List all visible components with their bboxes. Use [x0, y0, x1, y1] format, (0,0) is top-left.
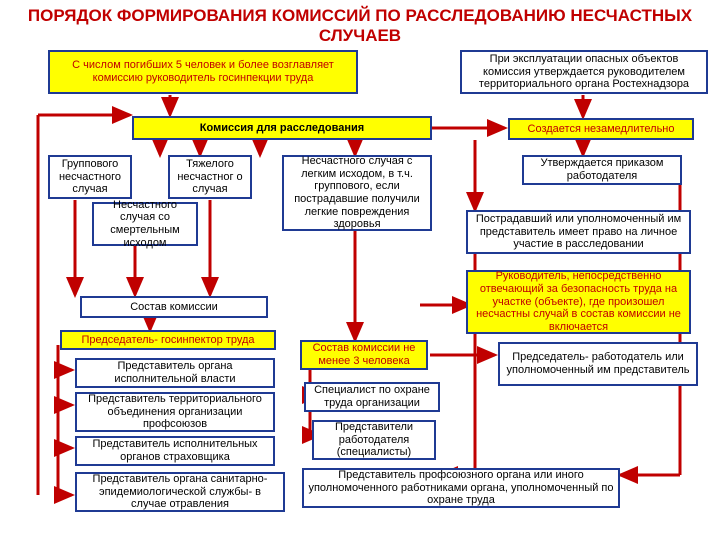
box-chair-inspector: Председатель- госинпектор труда [60, 330, 276, 350]
box-approved: Утверждается приказом работодателя [522, 155, 682, 185]
box-heavy: Тяжелого несчастног о случая [168, 155, 252, 199]
box-fatal: Несчастного случая со смертельным исходо… [92, 202, 198, 246]
box-victim: Пострадавший или уполномоченный им предс… [466, 210, 691, 254]
box-chair-employer: Председатель- работодатель или уполномоч… [498, 342, 698, 386]
box-exec-auth: Представитель органа исполнительной влас… [75, 358, 275, 388]
box-employer-reps: Представители работодателя (специалисты) [312, 420, 436, 460]
box-insurer: Представитель исполнительных органов стр… [75, 436, 275, 466]
box-min3: Состав комиссии не менее 3 человека [300, 340, 428, 370]
box-safety-spec: Специалист по охране труда организации [304, 382, 440, 412]
box-commission: Комиссия для расследования [132, 116, 432, 140]
box-unions: Представитель территориального объединен… [75, 392, 275, 432]
box-light: Несчастного случая с легким исходом, в т… [282, 155, 432, 231]
box-deaths5: С числом погибших 5 человек и более возг… [48, 50, 358, 94]
box-immediate: Создается незамедлительно [508, 118, 694, 140]
box-excluded: Руководитель, непосредственно отвечающий… [466, 270, 691, 334]
box-union-auth: Представитель профсоюзного органа или ин… [302, 468, 620, 508]
box-group: Группового несчастного случая [48, 155, 132, 199]
diagram-stage: ПОРЯДОК ФОРМИРОВАНИЯ КОМИССИЙ ПО РАССЛЕД… [0, 0, 720, 540]
box-composition: Состав комиссии [80, 296, 268, 318]
box-rostekhnadzor: При эксплуатации опасных объектов комисс… [460, 50, 708, 94]
box-sanepid: Представитель органа санитарно-эпидемиол… [75, 472, 285, 512]
